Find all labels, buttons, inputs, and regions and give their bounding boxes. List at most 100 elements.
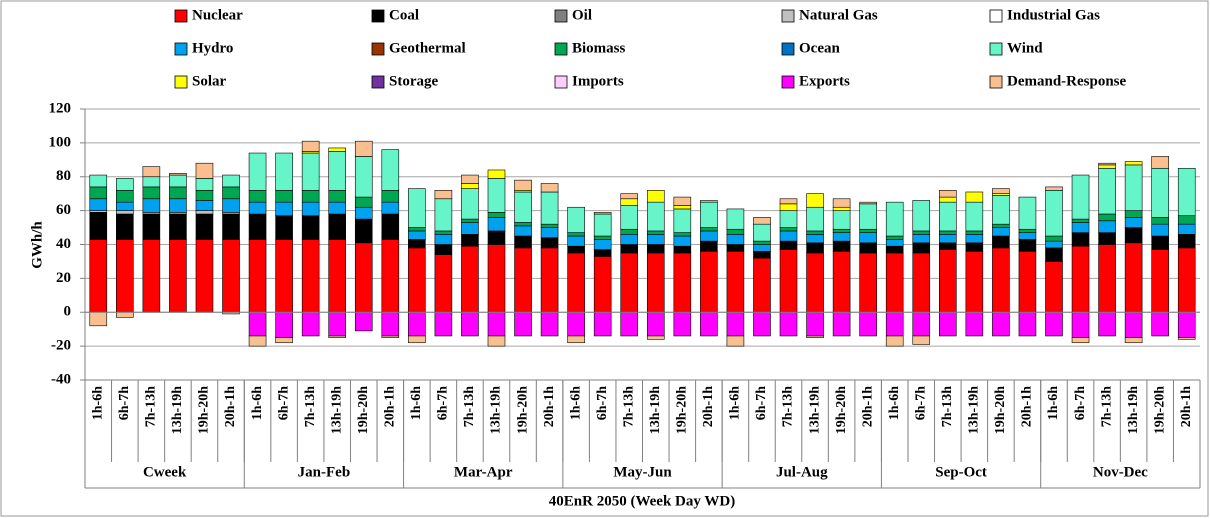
bar-segment	[620, 228, 639, 235]
bar-segment	[939, 242, 957, 250]
x-axis-label: 40EnR 2050 (Week Day WD)	[549, 493, 735, 509]
bar-segment	[275, 337, 293, 344]
bar-segment	[301, 140, 320, 152]
bar-segment	[248, 213, 267, 240]
bar-segment	[1124, 227, 1143, 244]
bar-segment	[593, 212, 612, 215]
y-tick-label: -40	[51, 371, 71, 387]
bar-segment	[222, 186, 240, 200]
bar-segment	[646, 311, 665, 337]
bar-segment	[726, 244, 745, 252]
bar-segment	[354, 140, 373, 157]
x-tick-label: 6h-7h	[436, 386, 451, 420]
bar-segment	[1045, 311, 1063, 337]
bar-segment	[1124, 337, 1143, 344]
x-tick-label: 19h-20h	[515, 386, 530, 434]
bar-segment	[1177, 247, 1196, 313]
legend-label: Solar	[192, 73, 227, 89]
bar-segment	[1018, 228, 1037, 233]
x-tick-label: 1h-6h	[90, 386, 105, 420]
bar-segment	[912, 230, 931, 235]
bar-segment	[328, 311, 346, 337]
bar-segment	[992, 247, 1010, 313]
bar-segment	[408, 188, 426, 228]
x-tick-label: 20h-1h	[1020, 386, 1035, 427]
bar-segment	[673, 232, 692, 237]
bar-segment	[434, 198, 453, 232]
bar-segment	[514, 225, 532, 237]
bar-segment	[939, 311, 957, 337]
bar-segment	[89, 311, 108, 327]
bar-segment	[1177, 337, 1196, 340]
bar-segment	[1045, 235, 1063, 242]
legend-label: Imports	[572, 73, 624, 89]
y-tick-label: 20	[56, 270, 71, 286]
bar-segment	[301, 311, 320, 337]
bar-segment	[381, 190, 400, 203]
bar-segment	[992, 195, 1010, 225]
bar-segment	[620, 205, 639, 230]
bar-segment	[859, 311, 877, 337]
bar-segment	[859, 252, 877, 313]
bar-segment	[832, 311, 851, 337]
bar-segment	[328, 147, 346, 152]
bar-segment	[965, 234, 984, 244]
legend-swatch	[371, 9, 385, 23]
bar-segment	[753, 223, 771, 242]
bar-segment	[169, 213, 187, 240]
bar-segment	[1045, 190, 1063, 237]
bar-segment	[885, 239, 904, 247]
bar-segment	[487, 311, 506, 337]
bar-segment	[487, 169, 506, 179]
bar-segment	[1177, 167, 1196, 217]
y-tick-label: -20	[51, 338, 71, 354]
bar-segment	[885, 311, 904, 337]
bar-segment	[753, 257, 771, 313]
group-label: May-Jun	[613, 464, 672, 480]
bar-segment	[89, 212, 108, 240]
y-tick-label: 80	[56, 168, 71, 184]
bar-segment	[222, 239, 240, 313]
bar-segment	[222, 213, 240, 240]
x-tick-label: 13h-19h	[967, 386, 982, 434]
bar-segment	[487, 212, 506, 218]
bar-segment	[461, 311, 479, 337]
x-tick-label: 20h-1h	[383, 386, 398, 427]
bar-segment	[142, 166, 161, 178]
legend-label: Coal	[389, 7, 419, 23]
legend-swatch	[174, 75, 188, 89]
bar-segment	[275, 152, 293, 191]
bar-segment	[461, 174, 479, 184]
bar-segment	[248, 190, 267, 203]
bar-segment	[354, 196, 373, 208]
bar-segment	[646, 244, 665, 254]
bar-segment	[885, 245, 904, 254]
bar-segment	[540, 183, 559, 193]
bar-segment	[222, 174, 240, 188]
bar-segment	[753, 217, 771, 225]
bar-segment	[408, 247, 426, 313]
bar-segment	[965, 191, 984, 203]
bar-segment	[116, 213, 134, 240]
bar-segment	[434, 230, 453, 235]
bar-segment	[673, 205, 692, 210]
bar-segment	[328, 335, 346, 338]
x-tick-label: 1h-6h	[1046, 386, 1061, 420]
bar-segment	[567, 311, 585, 337]
legend-swatch	[781, 75, 795, 89]
bar-segment	[1071, 311, 1090, 338]
bar-segment	[89, 174, 108, 188]
bar-segment	[222, 198, 240, 213]
bar-segment	[1071, 218, 1090, 223]
bar-segment	[620, 311, 639, 337]
x-tick-label: 1h-6h	[728, 386, 743, 420]
bar-segment	[1098, 167, 1116, 215]
bar-segment	[965, 230, 984, 235]
bar-segment	[726, 228, 745, 235]
x-tick-label: 7h-13h	[781, 386, 796, 427]
bar-segment	[992, 227, 1010, 237]
bar-segment	[408, 335, 426, 344]
bar-segment	[992, 223, 1010, 228]
bar-segment	[753, 311, 771, 337]
bar-segment	[301, 190, 320, 203]
